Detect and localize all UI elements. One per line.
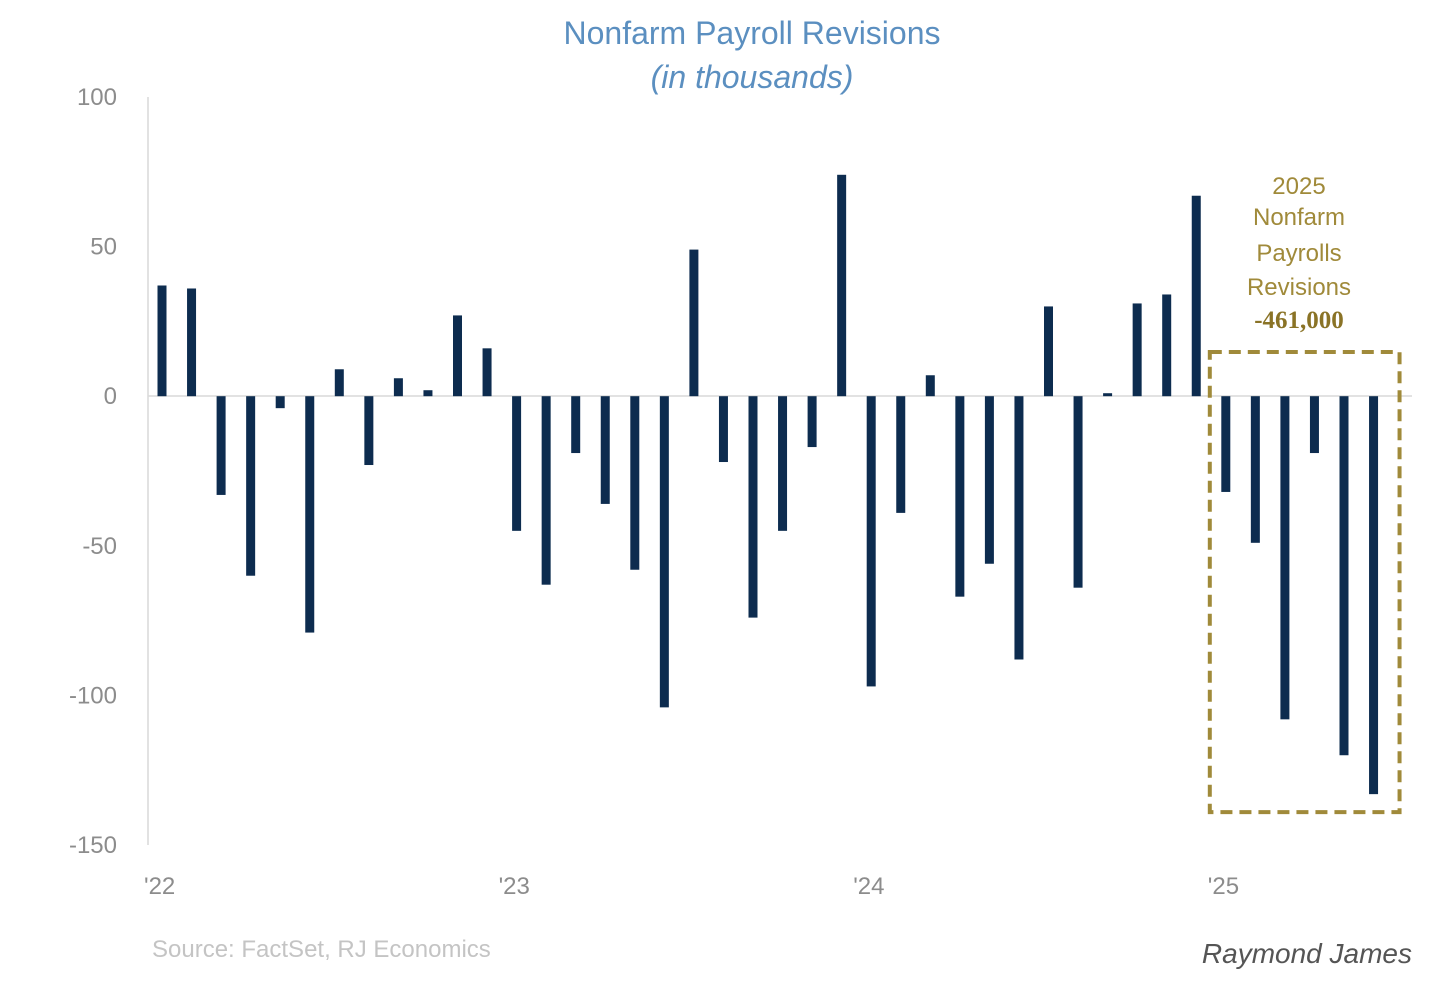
bar — [364, 396, 374, 466]
brand-label: Raymond James — [1202, 938, 1412, 969]
bar — [157, 285, 167, 397]
bar — [275, 396, 285, 409]
bar — [393, 378, 403, 397]
bar — [1132, 303, 1142, 397]
bar — [305, 396, 315, 633]
annotation-line-2: Nonfarm — [1253, 204, 1345, 231]
y-tick-label: -150 — [69, 832, 117, 859]
x-tick-label: '22 — [144, 873, 175, 900]
bar — [1339, 396, 1349, 756]
bar — [925, 375, 935, 397]
bar — [689, 249, 699, 397]
x-tick-label: '23 — [499, 873, 530, 900]
annotation-line-3: Payrolls — [1256, 240, 1341, 267]
bar — [955, 396, 965, 597]
bar — [423, 390, 433, 397]
annotation-line-1: 2025 — [1272, 173, 1325, 200]
source-note: Source: FactSet, RJ Economics — [152, 936, 491, 963]
bar — [748, 396, 758, 618]
bar — [1250, 396, 1260, 543]
bar — [187, 288, 197, 397]
bar — [246, 396, 256, 576]
bar — [1014, 396, 1024, 660]
bar — [571, 396, 581, 454]
bar — [1073, 396, 1083, 588]
y-tick-labels: 100 50 0 -50 -100 -150 — [69, 84, 117, 859]
bar — [1162, 294, 1172, 397]
annotation-total: -461,000 — [1254, 307, 1344, 334]
bar — [512, 396, 522, 531]
bar — [1044, 306, 1053, 397]
bar — [659, 396, 669, 708]
x-tick-labels: '22 '23 '24 '25 — [144, 873, 1239, 900]
bar — [718, 396, 728, 463]
bar — [630, 396, 640, 570]
bars — [157, 174, 1379, 795]
annotation-line-4: Revisions — [1247, 274, 1351, 301]
bar — [1280, 396, 1290, 720]
bar — [1103, 393, 1113, 397]
bar — [482, 348, 492, 397]
bar — [837, 174, 847, 397]
y-tick-label: -100 — [69, 682, 117, 709]
bar — [453, 315, 462, 397]
bar — [866, 396, 876, 687]
y-tick-label: -50 — [82, 533, 117, 560]
bar — [334, 369, 344, 397]
x-tick-label: '25 — [1208, 873, 1239, 900]
x-tick-label: '24 — [853, 873, 884, 900]
bar — [216, 396, 226, 495]
bar — [807, 396, 817, 448]
bar — [778, 396, 788, 531]
bar — [1309, 396, 1319, 454]
bar — [1369, 396, 1379, 795]
y-tick-label: 50 — [90, 234, 117, 261]
chart-subtitle: (in thousands) — [651, 59, 854, 95]
highlight-annotation: 2025 Nonfarm Payrolls Revisions -461,000 — [1247, 173, 1351, 334]
highlight-box — [1207, 350, 1402, 815]
bar — [1221, 396, 1231, 492]
y-tick-label: 100 — [77, 84, 117, 111]
bar — [541, 396, 551, 585]
bar — [1191, 195, 1201, 397]
chart-title: Nonfarm Payroll Revisions — [563, 15, 940, 51]
y-tick-label: 0 — [104, 383, 117, 410]
bar — [984, 396, 994, 564]
bar — [896, 396, 906, 513]
bar — [600, 396, 610, 504]
